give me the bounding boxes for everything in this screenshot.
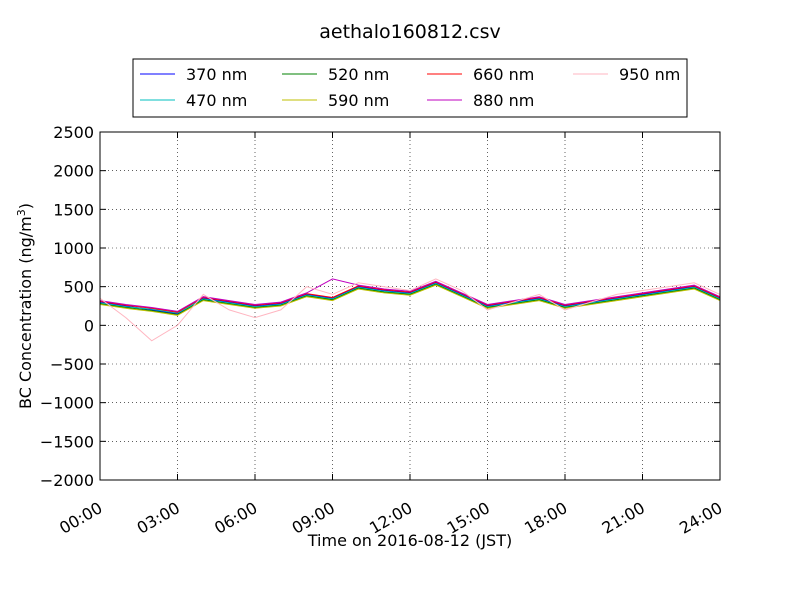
legend-label-370-nm: 370 nm	[186, 65, 247, 84]
legend-label-880-nm: 880 nm	[473, 91, 534, 110]
series-line-470-nm	[99, 283, 721, 314]
y-axis-label-close: )	[16, 203, 35, 209]
y-tick-label: −2000	[40, 471, 94, 490]
y-axis-label-sup: 3	[15, 209, 28, 216]
y-tick-label: −1000	[40, 394, 94, 413]
series-line-950-nm	[99, 278, 721, 342]
legend: 370 nm 470 nm 520 nm 590 nm 660 nm 880 nm 950 …	[132, 58, 688, 118]
y-tick-label: 2000	[53, 162, 94, 181]
y-axis-label: BC Concentration (ng/m3)	[15, 203, 35, 409]
legend-box	[132, 58, 688, 118]
y-tick-label: 1500	[53, 200, 94, 219]
x-axis-label: Time on 2016-08-12 (JST)	[307, 531, 512, 550]
chart-title: aethalo160812.csv	[319, 21, 501, 43]
series-line-520-nm	[99, 283, 721, 316]
y-tick-label: 500	[63, 278, 94, 297]
legend-label-470-nm: 470 nm	[186, 91, 247, 110]
series-group	[99, 278, 721, 342]
grid-lines	[100, 132, 720, 480]
series-line-660-nm	[99, 281, 721, 313]
y-tick-label: −500	[50, 355, 94, 374]
series-line-880-nm	[99, 278, 721, 312]
y-tick-label: −1500	[40, 432, 94, 451]
series-line-590-nm	[99, 284, 721, 316]
series-line-370-nm	[99, 282, 721, 315]
y-axis-label-main: BC Concentration (ng/m	[16, 216, 35, 409]
legend-label-950-nm: 950 nm	[619, 65, 680, 84]
y-tick-label: 0	[84, 316, 94, 335]
legend-label-520-nm: 520 nm	[328, 65, 389, 84]
y-tick-label: 2500	[53, 123, 94, 142]
legend-label-660-nm: 660 nm	[473, 65, 534, 84]
y-tick-label: 1000	[53, 239, 94, 258]
legend-label-590-nm: 590 nm	[328, 91, 389, 110]
